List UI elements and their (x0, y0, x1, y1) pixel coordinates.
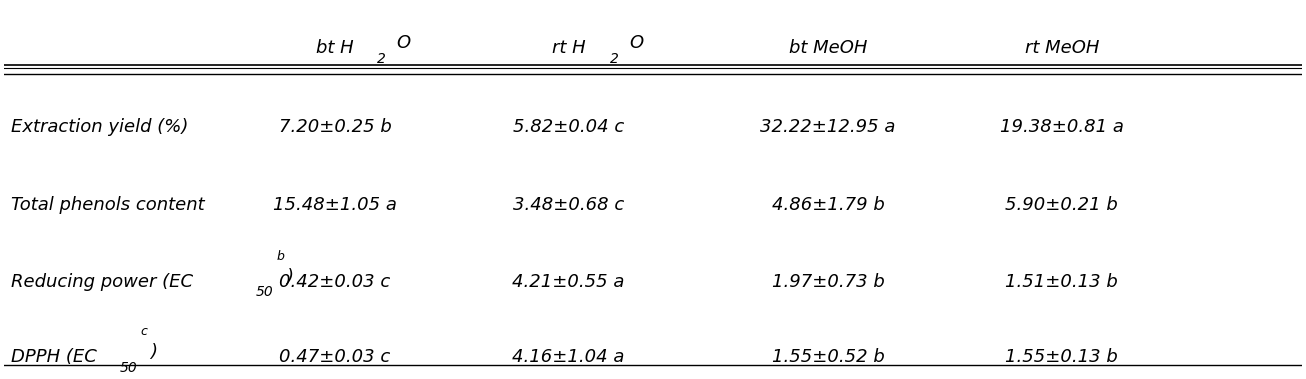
Text: 5.90±0.21 b: 5.90±0.21 b (1006, 196, 1118, 213)
Text: b: b (277, 250, 285, 263)
Text: 32.22±12.95 a: 32.22±12.95 a (760, 118, 896, 136)
Text: DPPH (EC: DPPH (EC (10, 348, 97, 366)
Text: 2: 2 (610, 52, 619, 66)
Text: Extraction yield (%): Extraction yield (%) (10, 118, 188, 136)
Text: 15.48±1.05 a: 15.48±1.05 a (273, 196, 397, 213)
Text: 1.51±0.13 b: 1.51±0.13 b (1006, 273, 1118, 291)
Text: 19.38±0.81 a: 19.38±0.81 a (1000, 118, 1123, 136)
Text: 1.97±0.73 b: 1.97±0.73 b (772, 273, 884, 291)
Text: 3.48±0.68 c: 3.48±0.68 c (513, 196, 624, 213)
Text: 1.55±0.52 b: 1.55±0.52 b (772, 348, 884, 366)
Text: 4.86±1.79 b: 4.86±1.79 b (772, 196, 884, 213)
Text: bt MeOH: bt MeOH (789, 39, 867, 57)
Text: O: O (396, 34, 410, 52)
Text: 1.55±0.13 b: 1.55±0.13 b (1006, 348, 1118, 366)
Text: 50: 50 (120, 361, 137, 375)
Text: ): ) (150, 343, 157, 361)
Text: ): ) (286, 268, 294, 286)
Text: c: c (140, 325, 148, 338)
Text: 4.16±1.04 a: 4.16±1.04 a (512, 348, 624, 366)
Text: Reducing power (EC: Reducing power (EC (10, 273, 193, 291)
Text: O: O (629, 34, 644, 52)
Text: 5.82±0.04 c: 5.82±0.04 c (513, 118, 624, 136)
Text: 2: 2 (376, 52, 385, 66)
Text: 7.20±0.25 b: 7.20±0.25 b (278, 118, 392, 136)
Text: 0.47±0.03 c: 0.47±0.03 c (279, 348, 390, 366)
Text: 0.42±0.03 c: 0.42±0.03 c (279, 273, 390, 291)
Text: 4.21±0.55 a: 4.21±0.55 a (512, 273, 624, 291)
Text: 50: 50 (256, 285, 274, 299)
Text: rt MeOH: rt MeOH (1025, 39, 1098, 57)
Text: Total phenols content: Total phenols content (10, 196, 204, 213)
Text: rt H: rt H (552, 39, 585, 57)
Text: bt H: bt H (316, 39, 354, 57)
